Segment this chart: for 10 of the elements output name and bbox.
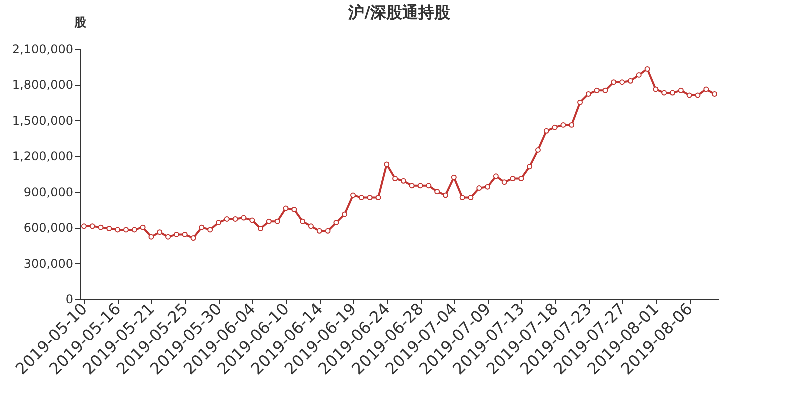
y-tick-label: 2,100,000 — [12, 42, 74, 56]
y-tick-label: 600,000 — [24, 221, 74, 236]
y-tick-label: 1,800,000 — [12, 78, 74, 92]
y-tick-label: 1,200,000 — [12, 150, 74, 164]
y-tick-label: 0 — [66, 292, 74, 306]
y-tick-label: 900,000 — [24, 185, 74, 200]
chart-title: 沪/深股通持股 — [348, 3, 452, 22]
y-tick-label: 300,000 — [24, 256, 74, 271]
y-axis-title: 股 — [74, 16, 88, 30]
y-tick-label: 1,500,000 — [12, 114, 74, 128]
